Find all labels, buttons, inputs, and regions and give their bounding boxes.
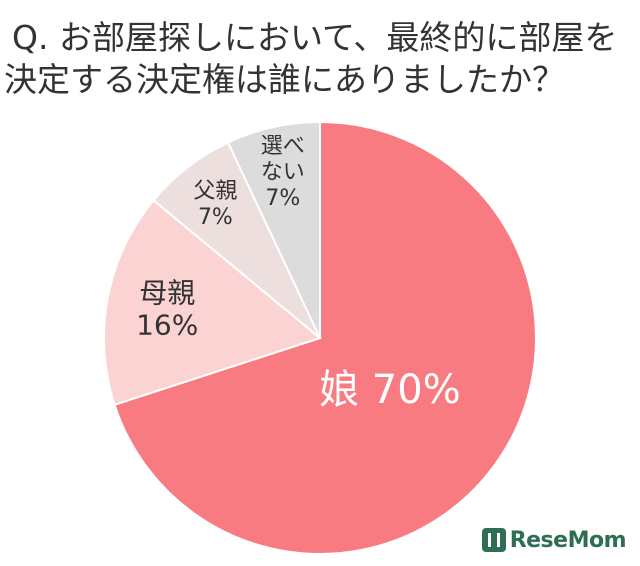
resemom-badge-icon: [481, 528, 506, 552]
pie-slice-1: [113, 120, 537, 555]
slice-name-3-1: 父親: [193, 179, 237, 204]
slice-name-4-1: 選べ: [261, 134, 305, 159]
slice-name-4-2: ない: [261, 160, 305, 185]
pie-slice-2: [103, 198, 323, 407]
slice-value-2: 16%: [136, 309, 198, 342]
slice-value-4: 7%: [265, 186, 300, 211]
slice-name-2-1: 母親: [139, 277, 195, 310]
resemom-logo: ReseMom: [481, 526, 627, 554]
slice-label-1: 娘 70%: [319, 367, 461, 413]
slice-value-3: 7%: [198, 205, 233, 230]
pie-slice-4: [226, 120, 321, 339]
resemom-logo-text: ReseMom: [509, 527, 627, 553]
